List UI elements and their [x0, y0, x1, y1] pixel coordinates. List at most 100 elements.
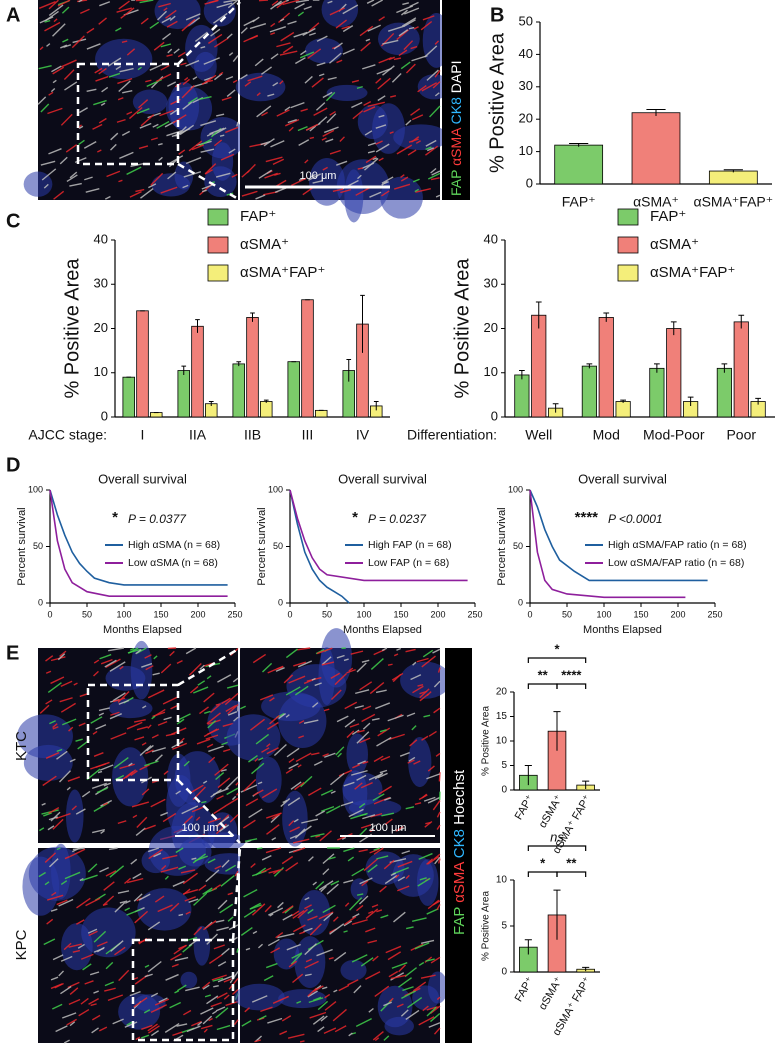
- tissue-fiber: [252, 930, 258, 935]
- tissue-fiber: [95, 75, 109, 82]
- error-bar: [687, 396, 694, 406]
- tissue-fiber: [281, 1015, 292, 1022]
- tissue-fiber: [187, 97, 198, 105]
- tissue-blob: [305, 38, 343, 64]
- tissue-fiber: [332, 188, 344, 192]
- tissue-fiber: [287, 119, 297, 124]
- tissue-fiber: [243, 909, 256, 918]
- tissue-blob: [308, 158, 345, 206]
- tissue-fiber: [433, 1027, 441, 1035]
- tissue-fiber: [150, 798, 166, 808]
- tissue-fiber: [285, 686, 301, 696]
- tissue-fiber: [393, 183, 411, 190]
- bar: [315, 409, 328, 418]
- tissue-fiber: [191, 784, 204, 793]
- tissue-fiber: [147, 921, 161, 931]
- tissue-fiber: [384, 818, 393, 826]
- tissue-fiber: [172, 742, 187, 750]
- tissue-fiber: [313, 985, 324, 993]
- x-tick-label: IIA: [189, 427, 207, 443]
- tissue-fiber: [244, 838, 258, 842]
- tissue-fiber: [205, 869, 220, 883]
- significance-label: *: [540, 855, 546, 870]
- tissue-blob: [65, 789, 84, 843]
- tissue-fiber: [227, 703, 239, 715]
- tissue-fiber: [384, 875, 398, 885]
- tissue-fiber: [119, 665, 124, 670]
- tissue-fiber: [418, 1016, 435, 1026]
- x-tick-label: αSMA⁺: [633, 194, 679, 210]
- bar: [649, 367, 665, 418]
- tissue-fiber: [145, 665, 154, 671]
- tissue-fiber: [160, 43, 172, 48]
- tissue-fiber: [72, 847, 85, 851]
- legend-label: High αSMA/FAP ratio (n = 68): [608, 539, 747, 551]
- tissue-fiber: [270, 22, 276, 28]
- tissue-fiber: [393, 911, 406, 923]
- tissue-fiber: [424, 820, 433, 828]
- error-bar: [721, 363, 728, 373]
- tissue-fiber: [64, 81, 78, 91]
- tissue-fiber: [414, 802, 422, 805]
- error-bar: [553, 889, 561, 940]
- tissue-fiber: [390, 972, 405, 981]
- tissue-fiber: [350, 650, 364, 655]
- tissue-fiber: [308, 787, 322, 796]
- tissue-fiber: [72, 949, 81, 953]
- tissue-fiber: [369, 191, 382, 198]
- tissue-fiber: [188, 939, 198, 947]
- tissue-fiber: [143, 824, 156, 831]
- tissue-blob: [194, 51, 217, 81]
- tissue-fiber: [358, 895, 369, 905]
- tissue-blob: [298, 889, 331, 936]
- tissue-fiber: [301, 818, 319, 824]
- tissue-fiber: [352, 763, 361, 769]
- tissue-fiber: [378, 114, 385, 118]
- tissue-fiber: [277, 933, 295, 939]
- tissue-fiber: [251, 995, 268, 1003]
- bar: [122, 376, 135, 418]
- tissue-fiber: [362, 722, 371, 730]
- tissue-fiber: [109, 865, 125, 878]
- y-tick-label: 0: [491, 408, 498, 423]
- tissue-fiber: [316, 62, 326, 67]
- tissue-fiber: [359, 737, 371, 744]
- tissue-fiber: [208, 1017, 213, 1022]
- tissue-fiber: [38, 871, 46, 878]
- tissue-fiber: [157, 10, 168, 21]
- tissue-fiber: [147, 112, 161, 119]
- legend-swatch: [617, 236, 639, 254]
- tissue-fiber: [48, 807, 60, 815]
- tissue-fiber: [325, 91, 336, 102]
- tissue-fiber: [130, 858, 138, 865]
- tissue-fiber: [93, 990, 99, 994]
- tissue-fiber: [91, 1014, 101, 1021]
- x-tick-label: Mod: [593, 427, 620, 443]
- x-tick-label: 0: [527, 609, 532, 619]
- tissue-fiber: [426, 1006, 437, 1017]
- tissue-fiber: [427, 172, 441, 180]
- tissue-fiber: [340, 801, 354, 807]
- tissue-fiber: [98, 17, 108, 25]
- tissue-fiber: [83, 141, 97, 149]
- tissue-fiber: [255, 194, 266, 200]
- tissue-fiber: [279, 1030, 288, 1036]
- tissue-fiber: [436, 824, 441, 830]
- tissue-fiber: [376, 855, 389, 860]
- legend-label: Low αSMA/FAP ratio (n = 68): [608, 557, 744, 569]
- tissue-fiber: [203, 728, 218, 738]
- tissue-fiber: [201, 74, 217, 86]
- tissue-fiber: [293, 818, 299, 823]
- tissue-fiber: [209, 127, 225, 135]
- y-tick-label: 100: [268, 484, 283, 494]
- tissue-fiber: [375, 143, 390, 153]
- tissue-fiber: [228, 148, 236, 154]
- tissue-fiber: [330, 880, 340, 886]
- tissue-fiber: [410, 674, 422, 681]
- tissue-fiber: [287, 1033, 305, 1039]
- tissue-fiber: [102, 802, 108, 806]
- tissue-fiber: [60, 702, 76, 713]
- tissue-fiber: [78, 1008, 90, 1017]
- tissue-fiber: [117, 97, 124, 101]
- tissue-fiber: [308, 32, 316, 36]
